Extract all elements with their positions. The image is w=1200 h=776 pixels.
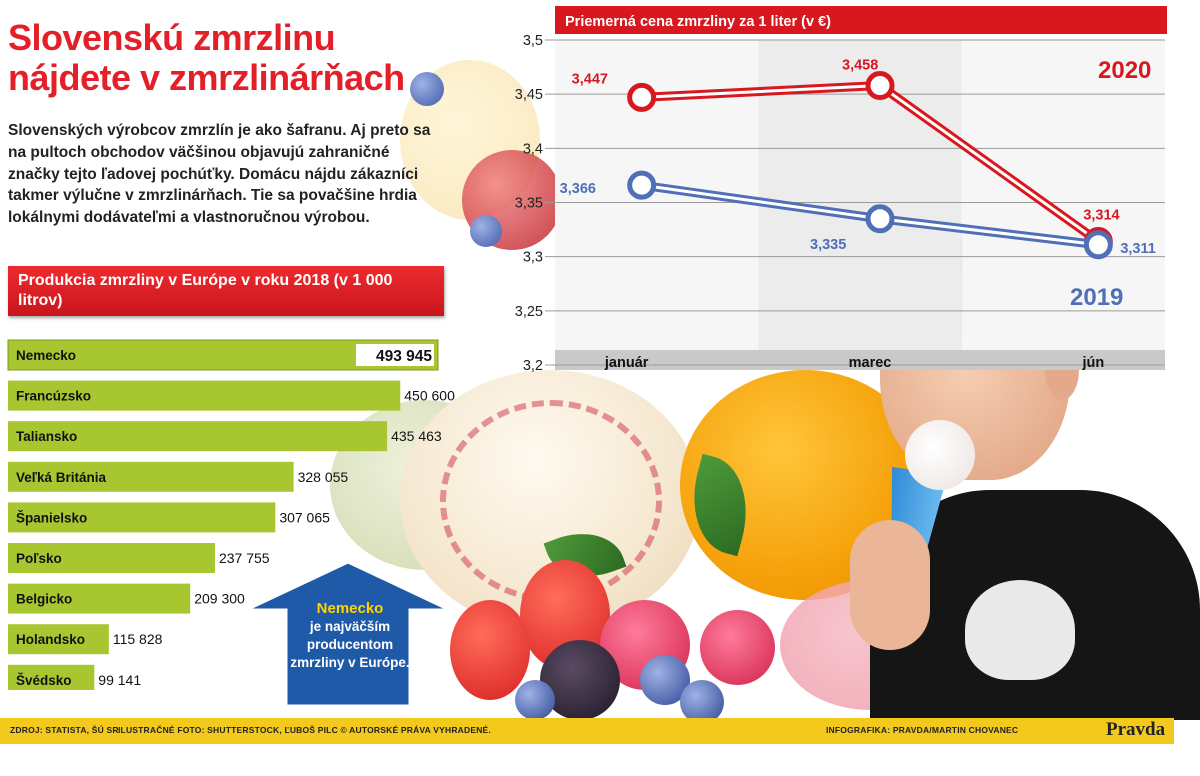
y-tick-label-2: 3,3 xyxy=(523,250,543,266)
callout-highlight: Nemecko xyxy=(316,600,384,617)
y-tick-label-3: 3,35 xyxy=(515,196,543,212)
bar-value-label-6: 209 300 xyxy=(194,591,245,607)
bar-value-label-3: 328 055 xyxy=(298,469,349,485)
bar-value-label-1: 450 600 xyxy=(404,388,455,404)
series-point-2019-0 xyxy=(627,170,657,200)
bar-3 xyxy=(8,461,294,492)
bar-category-label-5: Poľsko xyxy=(16,551,62,566)
series-point-2019-1 xyxy=(865,204,895,234)
y-tick-label-5: 3,45 xyxy=(515,87,543,103)
y-tick-label-6: 3,5 xyxy=(523,33,543,49)
production-bar-chart: Nemecko 493 945 Francúzsko 450 600 Taliansko… xyxy=(7,339,455,690)
blueberry-photo xyxy=(680,680,724,724)
strawberry-photo xyxy=(450,600,530,700)
x-tick-label-2: jún xyxy=(1081,355,1104,371)
line-chart-title-bar xyxy=(555,6,1167,34)
callout: Nemecko je najväčším producentom zmrzlin… xyxy=(290,600,410,672)
bar-value-label-7: 115 828 xyxy=(113,631,163,647)
y-tick-label-1: 3,25 xyxy=(515,304,543,320)
skull-print xyxy=(965,580,1075,680)
data-label-2020-2: 3,314 xyxy=(1083,208,1119,224)
bar-5 xyxy=(8,543,215,573)
bar-value-label-5: 237 755 xyxy=(219,550,270,566)
blueberry-photo xyxy=(470,215,502,247)
ice-cream-cone-scoop xyxy=(905,420,975,490)
data-label-2019-1: 3,335 xyxy=(810,237,846,253)
arrow-up-icon xyxy=(246,562,450,706)
price-line-chart: 3,2 3,25 3,3 3,35 3,4 3,45 3,5 január marec jún Pr… xyxy=(515,6,1167,374)
x-tick-label-1: marec xyxy=(849,355,892,371)
data-label-2020-1: 3,458 xyxy=(842,58,878,74)
bar-category-label-2: Taliansko xyxy=(16,429,77,444)
pravda-logo: Pravda xyxy=(1106,719,1166,740)
callout-text: je najväčším producentom zmrzliny v Euró… xyxy=(290,619,410,670)
x-tick-label-0: január xyxy=(604,355,649,371)
line-chart-title: Priemerná cena zmrzliny za 1 liter (v €) xyxy=(565,14,831,30)
series-point-2019-2 xyxy=(1083,230,1113,260)
page-title: Slovenskú zmrzlinu nájdete v zmrzlinárňa… xyxy=(8,17,405,98)
bar-8 xyxy=(8,664,95,690)
intro-text: Slovenských výrobcov zmrzlín je ako šafr… xyxy=(8,122,431,227)
bar-7 xyxy=(8,624,109,655)
bar-chart-header: Produkcia zmrzliny v Európe v roku 2018 … xyxy=(8,266,444,316)
footer-photo-credit: ILUSTRAČNÉ FOTO: SHUTTERSTOCK, ĽUBOŠ PIL… xyxy=(118,725,491,735)
bar-value-label-4: 307 065 xyxy=(279,509,330,525)
bar-2 xyxy=(8,421,388,452)
data-label-2020-0: 3,447 xyxy=(572,71,608,87)
footer-bar: ZDROJ: STATISTA, ŠÚ SR ILUSTRAČNÉ FOTO: … xyxy=(0,718,1174,744)
data-label-2019-2: 3,311 xyxy=(1120,241,1156,257)
raspberry-photo xyxy=(700,610,775,685)
bar-category-label-4: Španielsko xyxy=(16,510,87,525)
bar-chart-title: Produkcia zmrzliny v Európe v roku 2018 … xyxy=(18,272,393,309)
y-tick-label-4: 3,4 xyxy=(523,141,543,157)
bar-value-box-0 xyxy=(356,344,434,366)
bar-category-label-6: Belgicko xyxy=(16,592,72,607)
footer-source: ZDROJ: STATISTA, ŠÚ SR xyxy=(10,725,119,735)
blueberry-photo xyxy=(515,680,555,720)
bar-4 xyxy=(8,502,276,533)
series-point-2020-0 xyxy=(627,82,657,112)
bar-value-label-0: 493 945 xyxy=(376,348,432,365)
y-tick-label-0: 3,2 xyxy=(523,358,543,374)
footer-infographic-credit: INFOGRAFIKA: PRAVDA/MARTIN CHOVANEC xyxy=(826,725,1019,735)
bar-category-label-0: Nemecko xyxy=(16,348,76,363)
bar-category-label-7: Holandsko xyxy=(16,632,85,647)
blueberry-photo xyxy=(410,72,444,106)
bar-category-label-8: Švédsko xyxy=(16,673,72,688)
bar-value-label-8: 99 141 xyxy=(98,672,141,688)
bar-category-label-1: Francúzsko xyxy=(16,389,91,404)
boy-photo-hand xyxy=(850,520,930,650)
series-label-2020: 2020 xyxy=(1098,57,1151,84)
bar-value-label-2: 435 463 xyxy=(391,428,442,444)
bar-1 xyxy=(8,380,401,411)
bar-category-label-3: Veľká Británia xyxy=(16,470,106,485)
series-point-2020-1 xyxy=(865,71,895,100)
data-label-2019-0: 3,366 xyxy=(560,181,596,197)
series-label-2019: 2019 xyxy=(1070,284,1123,311)
bar-6 xyxy=(8,583,191,614)
